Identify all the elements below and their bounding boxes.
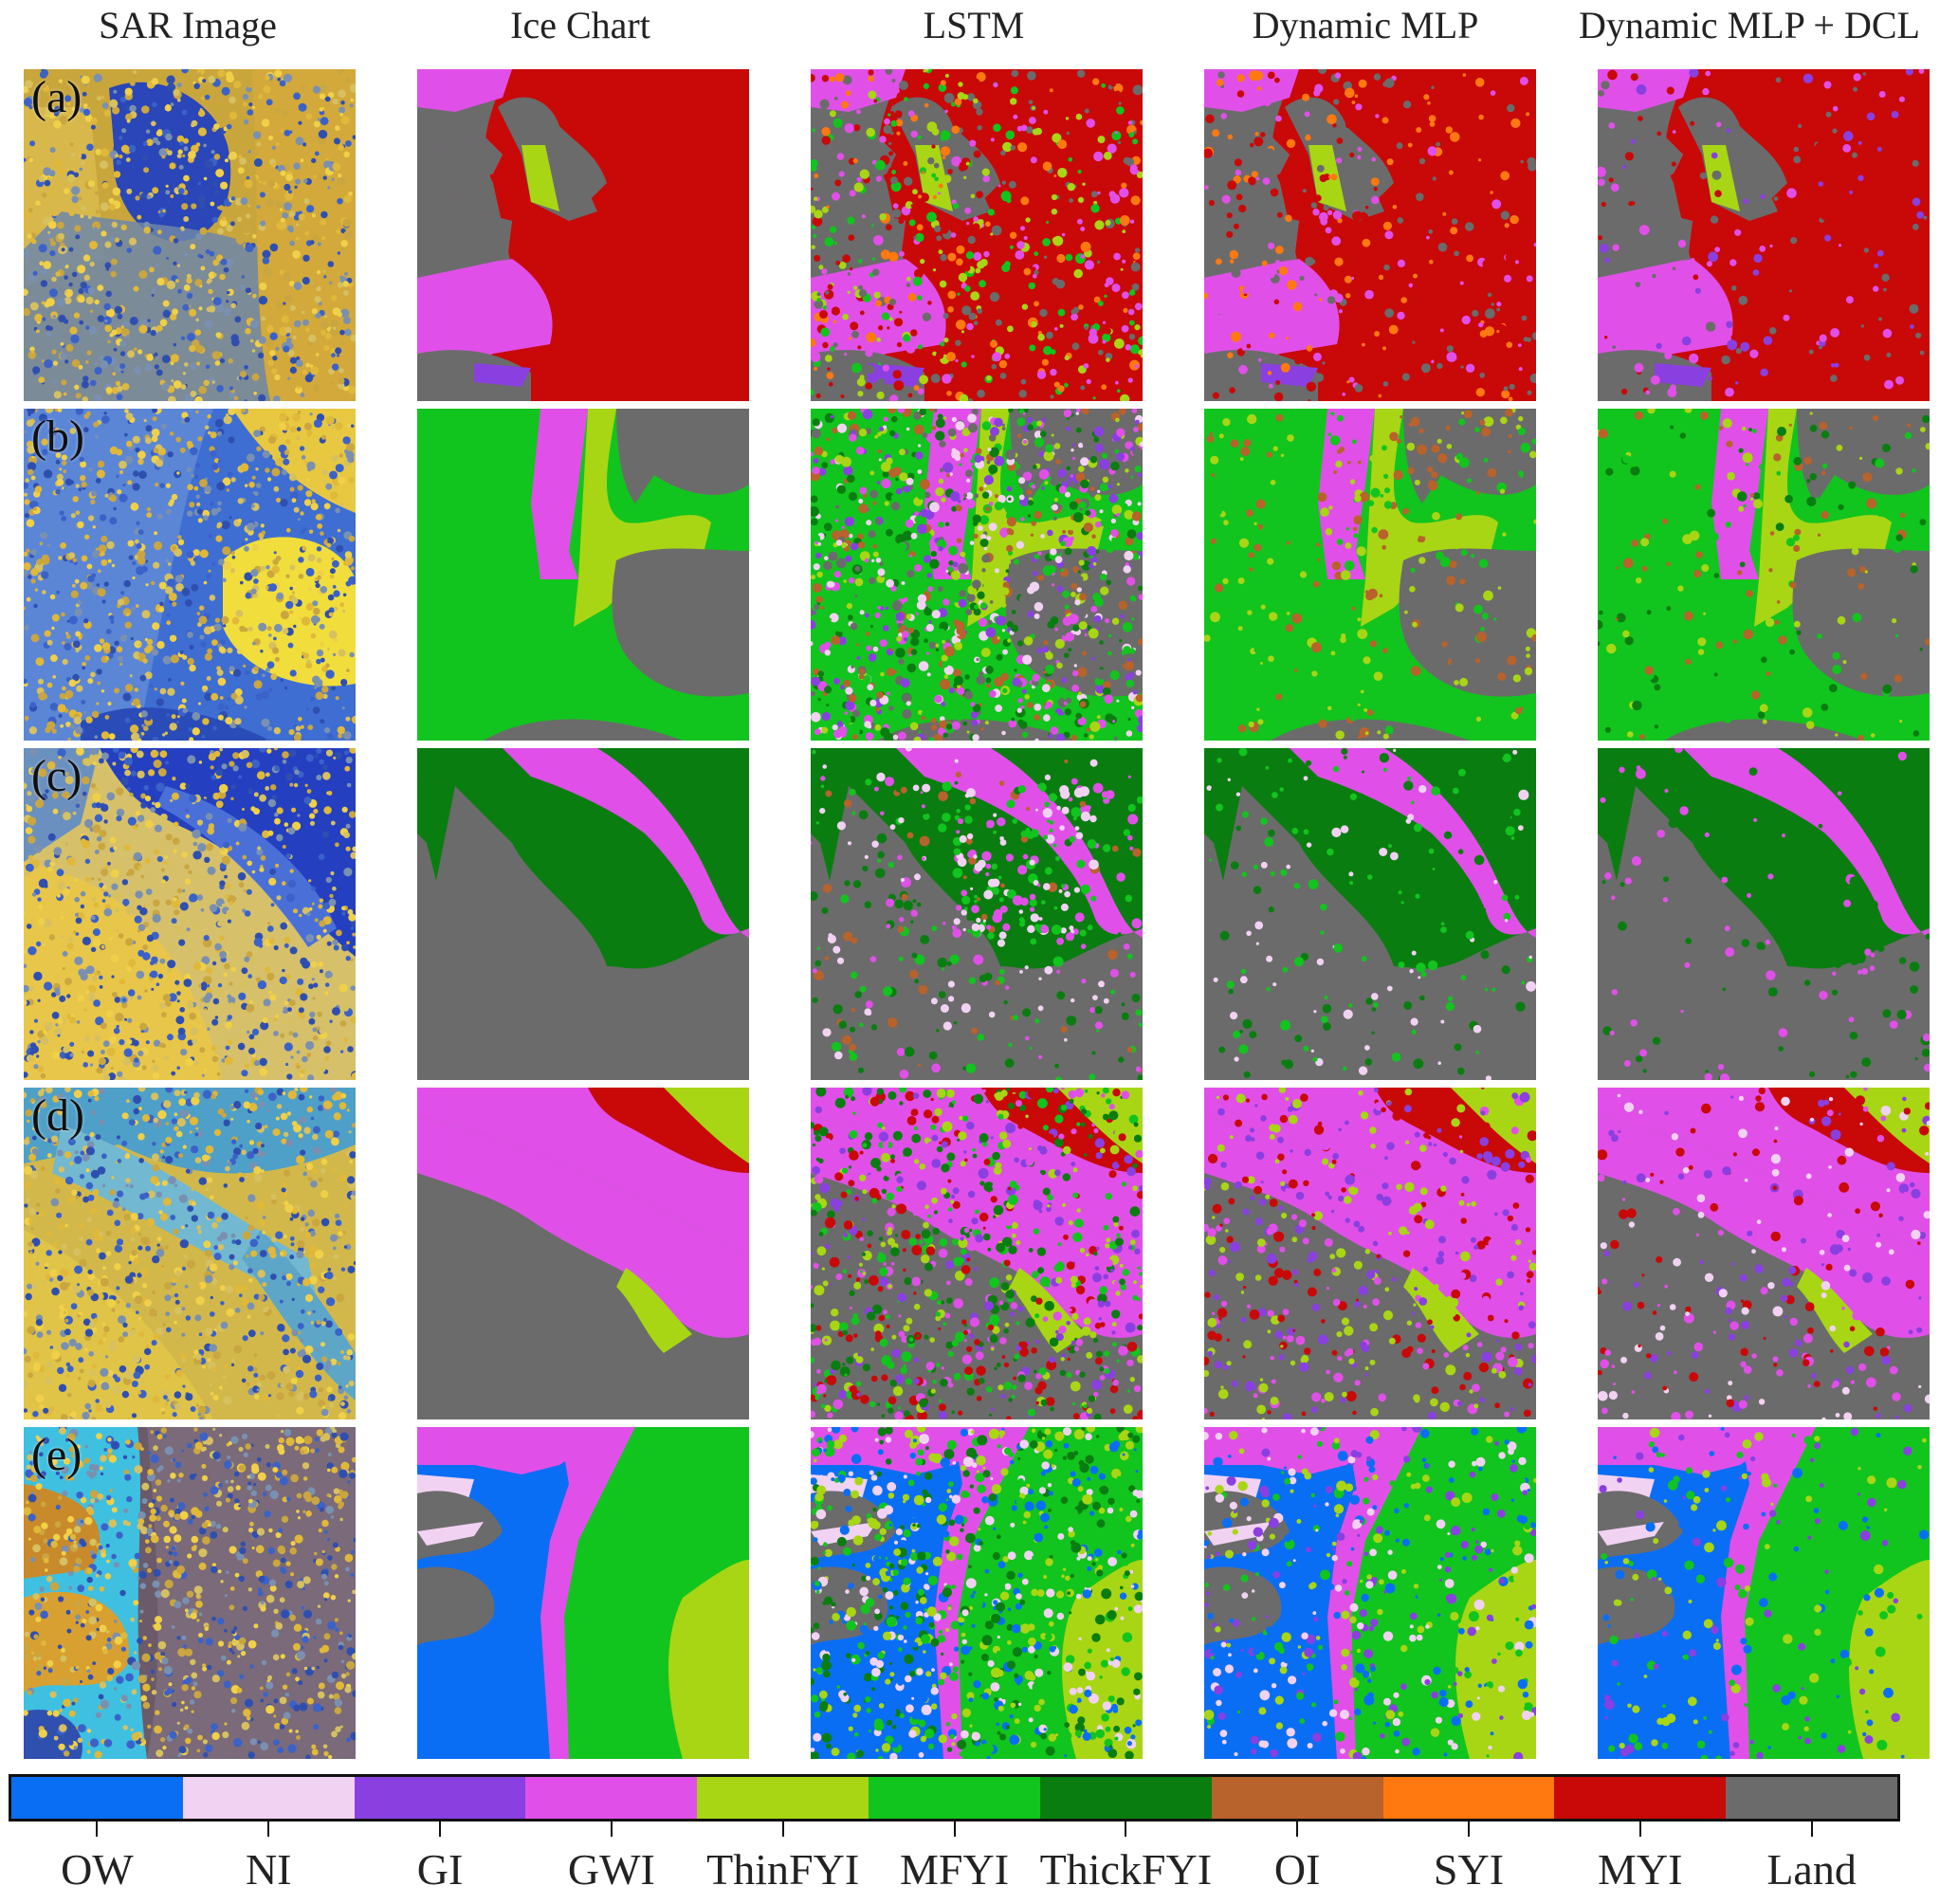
colorbar-swatch-syi	[1382, 1777, 1555, 1819]
colorbar-tick	[1125, 1822, 1127, 1837]
colorbar-swatch-mfyi	[869, 1777, 1040, 1819]
colorbar-label-oi: OI	[1273, 1845, 1321, 1894]
colorbar-tick	[781, 1822, 784, 1837]
colorbar-tick	[96, 1822, 99, 1837]
panel-dynamic-mlp-row-d	[1204, 1088, 1536, 1419]
panel-dynamic-mlp-row-a	[1204, 69, 1536, 401]
colorbar-tick	[439, 1822, 442, 1837]
colorbar-swatch-myi	[1554, 1777, 1727, 1819]
panel-ice-chart-row-a	[417, 69, 749, 401]
colorbar-tick	[1296, 1822, 1299, 1837]
panel-dynamic-mlp-dcl-row-d	[1598, 1088, 1930, 1419]
colorbar-label-land: Land	[1766, 1845, 1857, 1894]
colorbar-swatch-thinfyi	[697, 1777, 869, 1819]
panel-dynamic-mlp-row-b	[1204, 409, 1536, 741]
colorbar-label-gi: GI	[416, 1845, 464, 1894]
row-label: (d)	[31, 1090, 84, 1141]
row-label: (a)	[31, 72, 82, 122]
colorbar-swatch-ni	[182, 1777, 355, 1819]
row-label: (e)	[31, 1430, 82, 1480]
colorbar-tick	[1467, 1822, 1470, 1837]
colorbar-swatch-thickfyi	[1039, 1777, 1212, 1819]
colorbar-tick	[610, 1822, 613, 1837]
column-title-dynamic-mlp: Dynamic MLP	[1252, 4, 1479, 46]
panel-dynamic-mlp-dcl-row-a	[1598, 69, 1930, 401]
colorbar-tick	[953, 1822, 956, 1837]
panel-sar-image-row-d: (d)	[24, 1088, 356, 1419]
colorbar-label-thinfyi: ThinFYI	[706, 1845, 860, 1894]
panel-lstm-row-c	[811, 748, 1143, 1080]
row-label: (b)	[31, 412, 84, 462]
panel-sar-image-row-e: (e)	[24, 1427, 356, 1759]
colorbar-label-ni: NI	[245, 1845, 292, 1894]
panel-lstm-row-a	[811, 69, 1143, 401]
colorbar-label-thickfyi: ThickFYI	[1039, 1845, 1213, 1894]
colorbar-tick	[1638, 1822, 1641, 1837]
colorbar-label-ow: OW	[61, 1845, 134, 1894]
colorbar-swatch-gi	[354, 1777, 526, 1819]
panel-ice-chart-row-c	[417, 748, 749, 1080]
panel-ice-chart-row-d	[417, 1088, 749, 1419]
colorbar-label-myi: MYI	[1598, 1845, 1683, 1894]
panel-ice-chart-row-b	[417, 409, 749, 741]
class-colorbar	[9, 1774, 1900, 1822]
panel-sar-image-row-b: (b)	[24, 409, 356, 741]
colorbar-swatch-gwi	[525, 1777, 698, 1819]
colorbar-label-syi: SYI	[1433, 1845, 1505, 1894]
colorbar-tick	[267, 1822, 270, 1837]
colorbar-swatch-ow	[11, 1777, 183, 1819]
column-title-lstm: LSTM	[923, 4, 1025, 46]
row-label: (c)	[31, 751, 82, 801]
colorbar-swatch-land	[1726, 1777, 1897, 1819]
panel-ice-chart-row-e	[417, 1427, 749, 1759]
panel-dynamic-mlp-dcl-row-e	[1598, 1427, 1930, 1759]
column-title-sar-image: SAR Image	[99, 4, 277, 46]
panel-dynamic-mlp-dcl-row-b	[1598, 409, 1930, 741]
colorbar-tick	[1810, 1822, 1813, 1837]
panel-sar-image-row-c: (c)	[24, 748, 356, 1080]
panel-lstm-row-e	[811, 1427, 1143, 1759]
panel-dynamic-mlp-dcl-row-c	[1598, 748, 1930, 1080]
colorbar-label-gwi: GWI	[567, 1845, 655, 1894]
panel-lstm-row-d	[811, 1088, 1143, 1419]
colorbar-swatch-oi	[1211, 1777, 1383, 1819]
panel-dynamic-mlp-row-e	[1204, 1427, 1536, 1759]
panel-sar-image-row-a: (a)	[24, 69, 356, 401]
panel-lstm-row-b	[811, 409, 1143, 741]
colorbar-label-mfyi: MFYI	[899, 1845, 1010, 1894]
column-title-ice-chart: Ice Chart	[510, 4, 650, 46]
column-title-dynamic-mlp-dcl: Dynamic MLP + DCL	[1579, 4, 1920, 46]
panel-dynamic-mlp-row-c	[1204, 748, 1536, 1080]
